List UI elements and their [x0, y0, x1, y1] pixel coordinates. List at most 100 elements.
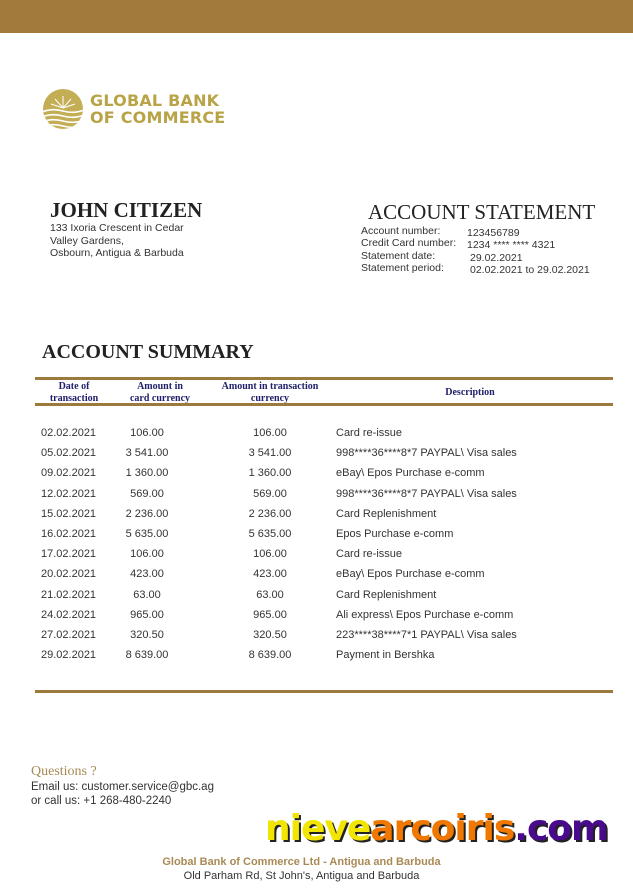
- header-text: card currency: [129, 393, 191, 404]
- table-row: 20.02.2021 423.00 423.00 eBay\ Epos Purchas…: [0, 568, 633, 588]
- statement-date-label: Statement date:: [361, 249, 436, 262]
- table-row: 16.02.2021 5 635.00 5 635.00 Epos Purchase …: [0, 528, 633, 548]
- card-amount-cell: 423.00: [130, 568, 164, 581]
- description-cell: Epos Purchase e-comm: [336, 528, 454, 540]
- description-cell: eBay\ Epos Purchase e-comm: [336, 568, 485, 581]
- table-row: 21.02.2021 63.00 63.00 Card Replenishment: [0, 589, 633, 609]
- bank-logo-text: GLOBAL BANK OF COMMERCE: [90, 92, 225, 126]
- tx-amount-cell: 569.00: [253, 487, 287, 500]
- table-row: 02.02.2021 106.00 106.00 Card re-issue: [0, 427, 633, 447]
- tx-amount-cell: 106.00: [253, 548, 287, 561]
- table-top-rule: [35, 377, 613, 380]
- card-amount-cell: 2 236.00: [125, 507, 169, 520]
- bank-logo-icon: [42, 88, 84, 135]
- footer-company-text: Global Bank of Commerce Ltd - Antigua an…: [162, 856, 441, 868]
- table-row: 29.02.2021 8 639.00 8 639.00 Payment in Ber…: [0, 649, 633, 669]
- card-amount-cell: 569.00: [130, 487, 164, 500]
- table-bottom-rule: [35, 690, 613, 693]
- table-row: 09.02.2021 1 360.00 1 360.00 eBay\ Epos Pur…: [0, 467, 633, 487]
- date-cell: 15.02.2021: [41, 507, 97, 520]
- description-cell: Payment in Bershka: [336, 649, 435, 662]
- header-text: currency: [250, 393, 290, 404]
- account-number-label: Account number:: [361, 225, 441, 237]
- table-row: 17.02.2021 106.00 106.00 Card re-issue: [0, 548, 633, 568]
- date-cell: 09.02.2021: [41, 467, 97, 480]
- card-amount-cell: 1 360.00: [125, 467, 169, 480]
- header-text: Date of: [58, 381, 90, 392]
- date-cell: 24.02.2021: [41, 608, 97, 621]
- card-amount-cell: 106.00: [130, 548, 164, 561]
- statement-values: 123456789 1234 **** **** 4321 29.02.2021…: [467, 227, 590, 276]
- date-cell: 16.02.2021: [41, 528, 97, 540]
- questions-heading: Questions ?: [31, 764, 97, 779]
- description-cell: Card Replenishment: [336, 588, 437, 601]
- description-cell: eBay\ Epos Purchase e-comm: [336, 467, 485, 480]
- contact-info: Email us: customer.service@gbc.ag or cal…: [31, 780, 214, 808]
- card-amount-cell: 5 635.00: [125, 528, 169, 540]
- header-text: Amount in: [137, 381, 183, 392]
- card-number-value: 1234 **** **** 4321: [467, 239, 556, 252]
- footer-address-text: Old Parham Rd, St John's, Antigua and Ba…: [183, 870, 420, 882]
- description-cell: Card Replenishment: [336, 507, 437, 520]
- card-number-label: Credit Card number:: [361, 237, 457, 250]
- date-cell: 21.02.2021: [41, 588, 97, 601]
- header-card-amount: Amount in card currency: [115, 381, 205, 405]
- date-cell: 27.02.2021: [41, 629, 97, 641]
- footer-company: Global Bank of Commerce Ltd - Antigua an…: [0, 856, 633, 868]
- table-row: 05.02.2021 3 541.00 3 541.00 998****36****8…: [0, 447, 633, 467]
- header-tx-amount: Amount in transaction currency: [210, 381, 330, 405]
- header-bottom-rule: [35, 403, 613, 406]
- card-amount-cell: 320.50: [130, 629, 164, 641]
- top-brand-bar: [0, 0, 633, 33]
- statement-title: ACCOUNT STATEMENT: [368, 200, 596, 224]
- logo-line-2: OF COMMERCE: [90, 108, 226, 127]
- description-cell: 998****36****8*7 PAYPAL\ Visa sales: [336, 487, 517, 500]
- table-row: 24.02.2021 965.00 965.00 Ali express\ Epos …: [0, 609, 633, 629]
- watermark-part: .com: [514, 808, 608, 849]
- tx-amount-cell: 2 236.00: [248, 507, 292, 520]
- summary-title: ACCOUNT SUMMARY: [42, 341, 254, 363]
- date-cell: 20.02.2021: [41, 568, 97, 581]
- tx-amount-cell: 63.00: [256, 588, 284, 601]
- footer-address: Old Parham Rd, St John's, Antigua and Ba…: [0, 870, 633, 882]
- date-cell: 12.02.2021: [41, 487, 97, 500]
- tx-amount-cell: 320.50: [253, 629, 287, 641]
- description-cell: 223****38****7*1 PAYPAL\ Visa sales: [336, 629, 517, 641]
- card-amount-cell: 63.00: [133, 588, 161, 601]
- watermark-part: arcoiris: [370, 808, 515, 849]
- date-cell: 02.02.2021: [41, 427, 97, 439]
- date-cell: 17.02.2021: [41, 548, 97, 561]
- statement-period-label: Statement period:: [361, 261, 444, 274]
- date-cell: 05.02.2021: [41, 447, 97, 460]
- account-number-value: 123456789: [467, 227, 520, 239]
- address-line: 133 Ixoria Crescent in Cedar: [50, 222, 184, 234]
- customer-address: 133 Ixoria Crescent in Cedar Valley Gard…: [50, 222, 184, 260]
- table-row: 27.02.2021 320.50 320.50 223****38****7*1 P…: [0, 629, 633, 649]
- table-row: 15.02.2021 2 236.00 2 236.00 Card Replenish…: [0, 508, 633, 528]
- header-text: Amount in transaction: [221, 381, 319, 392]
- statement-period-value: 02.02.2021 to 29.02.2021: [470, 263, 590, 276]
- watermark-part: nieve: [265, 808, 371, 849]
- tx-amount-cell: 5 635.00: [248, 528, 292, 540]
- description-cell: Ali express\ Epos Purchase e-comm: [336, 608, 514, 621]
- tx-amount-cell: 423.00: [253, 568, 287, 581]
- address-line: Valley Gardens,: [50, 234, 124, 247]
- tx-amount-cell: 3 541.00: [248, 447, 292, 460]
- header-text: transaction: [49, 393, 99, 404]
- customer-name: JOHN CITIZEN: [50, 198, 203, 222]
- tx-amount-cell: 965.00: [253, 608, 287, 621]
- card-amount-cell: 106.00: [130, 427, 164, 439]
- watermark-logo: nievearcoiris.com: [265, 808, 609, 849]
- card-amount-cell: 3 541.00: [125, 447, 169, 460]
- description-cell: Card re-issue: [336, 427, 403, 439]
- description-cell: Card re-issue: [336, 548, 403, 561]
- header-description: Description: [445, 387, 495, 398]
- card-amount-cell: 8 639.00: [125, 649, 169, 662]
- table-row: 12.02.2021 569.00 569.00 998****36****8*7 P…: [0, 488, 633, 508]
- statement-labels: Account number: Credit Card number: Stat…: [361, 225, 456, 274]
- tx-amount-cell: 106.00: [253, 427, 287, 439]
- contact-email: Email us: customer.service@gbc.ag: [31, 781, 214, 793]
- address-line: Osbourn, Antigua & Barbuda: [50, 247, 184, 259]
- tx-amount-cell: 8 639.00: [248, 649, 292, 662]
- contact-phone: or call us: +1 268-480-2240: [31, 795, 172, 807]
